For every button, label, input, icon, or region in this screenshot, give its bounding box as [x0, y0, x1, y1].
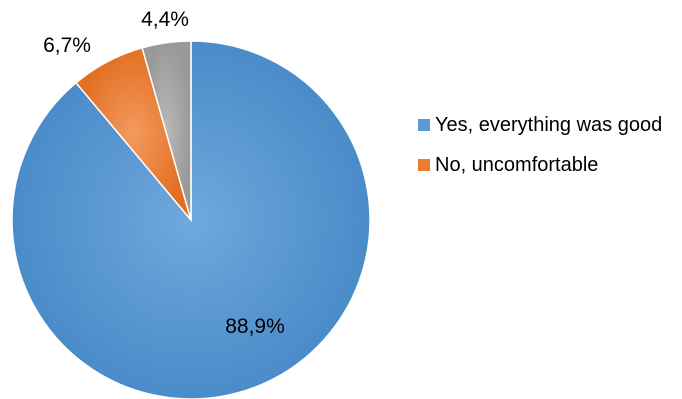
legend-label-no: No, uncomfortable	[435, 154, 599, 176]
legend-item-yes: Yes, everything was good	[418, 110, 680, 140]
pie-slices	[11, 40, 371, 399]
pie-data-label-3: 4,4%	[141, 8, 189, 31]
pie-data-labels: 88,9% 6,7% 4,4%	[43, 8, 285, 338]
legend-label-yes: Yes, everything was good	[435, 114, 663, 136]
pie-slice-3	[141, 40, 192, 221]
pie-slice-1	[11, 40, 371, 399]
legend-item-no: No, uncomfortable	[418, 150, 680, 180]
legend-swatch-yes	[418, 119, 430, 131]
legend-swatch-no	[418, 159, 430, 171]
pie-data-label-2: 6,7%	[43, 34, 91, 57]
pie-data-label-1: 88,9%	[225, 315, 285, 338]
legend: Yes, everything was good No, uncomfortab…	[418, 110, 680, 190]
